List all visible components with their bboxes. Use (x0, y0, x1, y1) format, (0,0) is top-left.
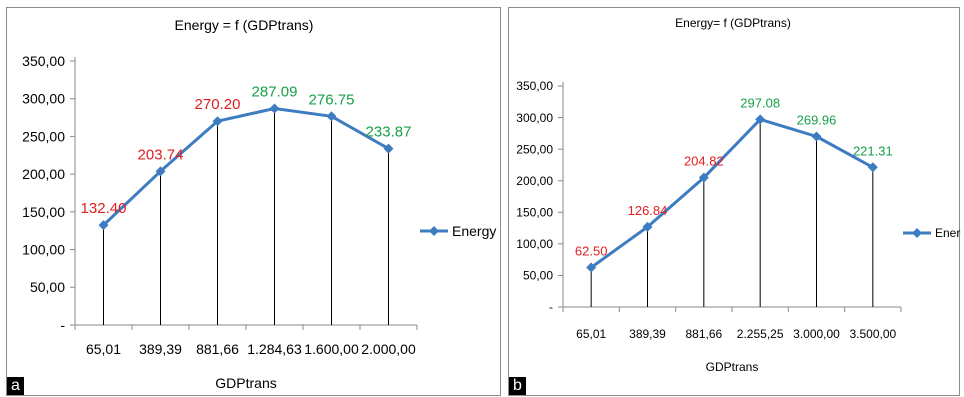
data-point-b (867, 162, 878, 173)
x-axis-label-b: GDPtrans (706, 360, 759, 374)
data-label-b: 269.96 (797, 113, 837, 128)
y-tick-label-b: 300,00 (516, 111, 553, 125)
legend-label-energy-b: Energy (935, 226, 961, 240)
x-axis-label-a: GDPtrans (215, 375, 276, 391)
y-tick-label-b: 200,00 (516, 174, 553, 188)
data-point-a (155, 166, 166, 177)
y-tick-label-a: 150,00 (22, 204, 65, 220)
y-tick-label-b: 150,00 (516, 205, 553, 219)
y-tick-label-a: 300,00 (22, 91, 65, 107)
x-tick-label-b: 3.000,00 (793, 327, 840, 341)
data-point-a (269, 103, 280, 114)
x-tick-label-a: 389,39 (139, 341, 182, 357)
chart-a-svg: Energy = f (GDPtrans) - 50,00 100,00 150,00 2… (22, 17, 496, 391)
x-tick-label-b: 881,66 (685, 327, 722, 341)
x-tick-label-a: 881,66 (196, 341, 239, 357)
data-point-b (755, 114, 766, 125)
panel-label-a: a (7, 377, 24, 395)
data-point-b (698, 172, 709, 183)
x-tick-label-b: 3.500,00 (849, 327, 896, 341)
data-label-a: 203.74 (138, 146, 184, 163)
chart-panel-a: Energy = f (GDPtrans) - 50,00 100,00 150,00 2… (6, 7, 501, 396)
data-label-a: 287.09 (252, 83, 298, 100)
data-label-b: 126.84 (628, 203, 668, 218)
y-tick-label-b: - (549, 300, 553, 314)
x-tick-label-a: 1.600,00 (304, 341, 359, 357)
y-tick-label-b: 250,00 (516, 142, 553, 156)
x-tick-label-a: 2.000,00 (361, 341, 416, 357)
data-point-b (642, 221, 653, 232)
data-label-b: 297.08 (740, 95, 780, 110)
y-tick-label-a: 50,00 (30, 279, 65, 295)
y-tick-label-a: 350,00 (22, 53, 65, 69)
y-tick-label-a: 250,00 (22, 128, 65, 144)
y-tick-label-a: 200,00 (22, 166, 65, 182)
data-label-b: 221.31 (853, 143, 893, 158)
data-point-a (98, 220, 109, 231)
y-tick-label-a: 100,00 (22, 241, 65, 257)
chart-b-svg: Energy= f (GDPtrans) - 50,00 100,00 150,00 20… (516, 16, 961, 374)
legend-label-energy-a: Energy (452, 223, 496, 239)
chart-panel-b: Energy= f (GDPtrans) - 50,00 100,00 150,00 20… (508, 7, 961, 396)
data-label-a: 276.75 (309, 91, 355, 108)
y-tick-label-a: - (60, 317, 65, 333)
x-tick-label-b: 2.255,25 (737, 327, 784, 341)
chart-title-a: Energy = f (GDPtrans) (175, 17, 314, 33)
data-point-b (811, 131, 822, 142)
y-tick-label-b: 50,00 (523, 269, 553, 283)
x-tick-label-b: 389,39 (629, 327, 666, 341)
series-line-energy-b (590, 117, 874, 269)
panel-label-b: b (509, 377, 526, 395)
data-label-b: 62.50 (575, 244, 608, 259)
series-line-energy-a (102, 107, 390, 227)
data-label-a: 233.87 (366, 124, 412, 141)
data-point-a (383, 143, 394, 154)
data-label-a: 270.20 (195, 96, 241, 113)
legend-marker-b (912, 228, 922, 238)
y-tick-label-b: 350,00 (516, 79, 553, 93)
x-tick-label-a: 65,01 (86, 341, 121, 357)
data-label-b: 204.82 (684, 154, 724, 169)
y-tick-label-b: 100,00 (516, 237, 553, 251)
x-tick-label-b: 65,01 (576, 327, 606, 341)
data-point-a (326, 111, 337, 122)
legend-marker-a (429, 226, 439, 236)
data-point-b (586, 262, 597, 273)
data-label-a: 132.40 (81, 200, 127, 217)
chart-title-b: Energy= f (GDPtrans) (675, 16, 791, 30)
data-point-a (212, 116, 223, 127)
x-tick-label-a: 1.284,63 (247, 341, 302, 357)
